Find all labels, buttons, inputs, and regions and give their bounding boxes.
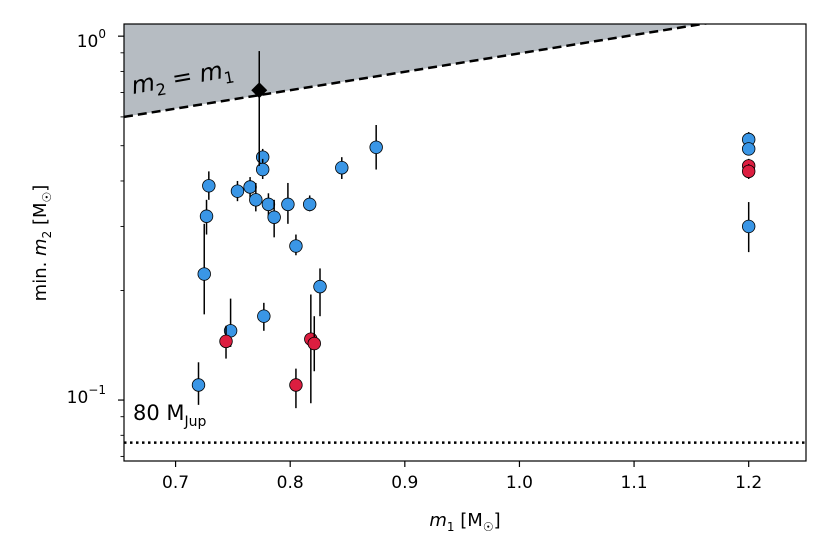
- equality-line: [124, 24, 711, 119]
- x-tick-label: 0.9: [391, 473, 418, 493]
- red-data-point: [741, 164, 756, 179]
- diamond-marker: [251, 82, 268, 99]
- blue-data-point: [289, 239, 303, 253]
- y-tick-label-0.1: 10−1: [67, 383, 106, 408]
- y-axis-label: min. m2 [M☉]: [30, 185, 54, 302]
- plot-frame: [123, 23, 807, 462]
- blue-data-point: [261, 197, 276, 212]
- plot-area: [124, 24, 806, 444]
- blue-data-point: [249, 193, 263, 207]
- x-tick-label: 1.2: [735, 473, 762, 493]
- y-tick-label-1: 100: [77, 27, 106, 52]
- blue-data-point: [243, 180, 257, 194]
- x-tick-label: 1.0: [506, 473, 533, 493]
- data-points: [191, 51, 756, 409]
- blue-data-point: [335, 161, 349, 175]
- blue-data-point: [281, 197, 295, 212]
- blue-data-point: [302, 197, 317, 212]
- blue-data-point: [313, 279, 327, 294]
- blue-data-point: [741, 219, 756, 234]
- blue-data-point: [741, 142, 756, 156]
- blue-data-point: [199, 209, 214, 223]
- blue-data-point: [255, 162, 270, 177]
- blue-data-point: [202, 179, 216, 193]
- red-data-point: [307, 336, 321, 351]
- blue-data-point: [230, 184, 245, 198]
- x-tick-label: 0.7: [162, 473, 189, 493]
- red-data-point: [219, 334, 233, 349]
- x-axis-label: m1 [M☉]: [429, 510, 500, 534]
- equality-label: m2 = m1: [129, 55, 236, 104]
- red-data-point: [289, 378, 303, 392]
- jupiter-label: 80 MJup: [133, 401, 207, 430]
- blue-data-point: [369, 140, 383, 154]
- axis-ticks: 0.7 0.8 0.9 1.0 1.1 1.2: [118, 35, 762, 493]
- blue-data-point: [267, 210, 281, 224]
- blue-data-point: [191, 378, 206, 392]
- x-tick-label: 1.1: [621, 473, 648, 493]
- x-tick-label: 0.8: [277, 473, 304, 493]
- blue-data-point: [197, 267, 211, 281]
- blue-data-point: [257, 309, 271, 323]
